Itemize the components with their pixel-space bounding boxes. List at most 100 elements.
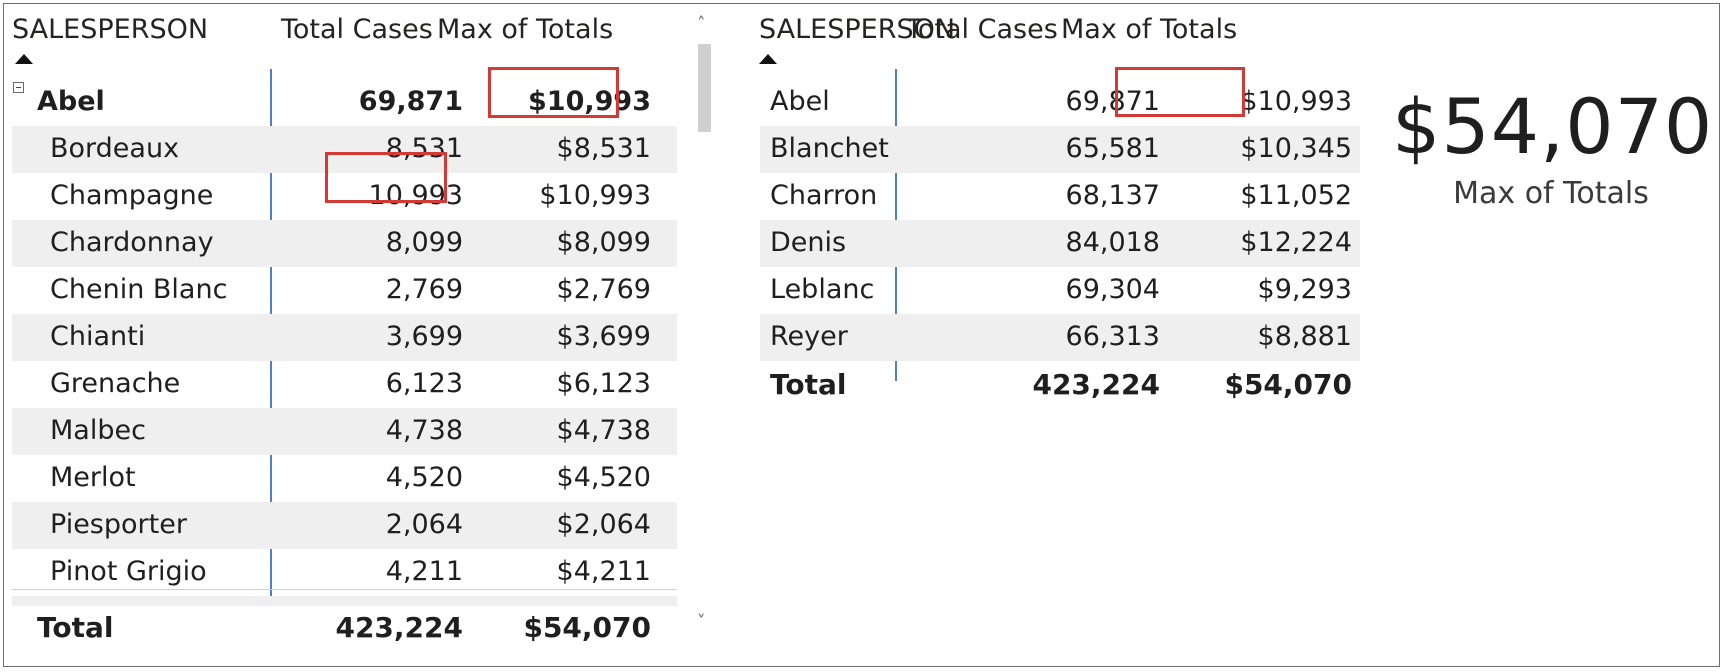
row-max-of-totals: $8,881 [1257, 321, 1352, 352]
card-label: Max of Totals [1453, 176, 1649, 211]
row-total-cases: 3,699 [385, 321, 463, 352]
row-label: Charron [770, 180, 878, 211]
total-label: Total [37, 611, 114, 644]
matrix-row[interactable]: Merlot 4,520 $4,520 [12, 455, 677, 502]
row-max-of-totals: $11,052 [1240, 180, 1352, 211]
total-cases-value: 423,224 [335, 611, 463, 644]
row-label: Abel [770, 86, 830, 117]
highlight-box [325, 152, 447, 203]
sort-ascending-icon[interactable] [15, 54, 33, 64]
row-label: Chardonnay [50, 227, 214, 258]
row-label: Malbec [50, 415, 146, 446]
row-label: Reyer [770, 321, 848, 352]
row-max-of-totals: $8,531 [556, 133, 651, 164]
row-total-cases: 65,581 [1065, 133, 1160, 164]
scroll-thumb[interactable] [698, 44, 711, 132]
highlight-box [1115, 67, 1245, 117]
row-total-cases: 69,871 [1065, 86, 1160, 117]
table-row[interactable]: Denis 84,018 $12,224 [760, 220, 1360, 267]
row-label: Chenin Blanc [50, 274, 228, 305]
total-cases-value: 423,224 [1032, 368, 1160, 401]
row-label: Denis [770, 227, 847, 258]
total-separator [12, 589, 677, 590]
row-max-of-totals: $6,123 [556, 368, 651, 399]
row-total-cases: 69,871 [358, 86, 463, 117]
row-max-of-totals: $3,699 [556, 321, 651, 352]
row-total-cases: 8,099 [385, 227, 463, 258]
highlight-box [488, 67, 619, 118]
row-total-cases: 68,137 [1065, 180, 1160, 211]
row-label: Chianti [50, 321, 146, 352]
row-total-cases: 4,738 [385, 415, 463, 446]
row-max-of-totals: $4,520 [556, 462, 651, 493]
row-total-cases: 84,018 [1065, 227, 1160, 258]
row-label: Pinot Grigio [50, 556, 207, 587]
row-max-of-totals: $4,211 [556, 556, 651, 587]
header-salesperson[interactable]: SALESPERSON [759, 14, 956, 45]
row-total-cases: 66,313 [1065, 321, 1160, 352]
matrix-row[interactable]: Pinot Grigio 4,211 $4,211 [12, 549, 677, 596]
scroll-up-icon[interactable]: ˄ [697, 14, 706, 34]
row-max-of-totals: $12,224 [1240, 227, 1352, 258]
table-row[interactable]: Blanchet 65,581 $10,345 [760, 126, 1360, 173]
matrix-rows: Abel 69,871 $10,993 Bordeaux 8,531 $8,53… [12, 79, 677, 606]
row-label: Bordeaux [50, 133, 180, 164]
row-label: Blanchet [770, 133, 889, 164]
row-label: Grenache [50, 368, 181, 399]
card-value: $54,070 [1392, 82, 1714, 171]
row-total-cases: 8,531 [385, 133, 463, 164]
total-max-value: $54,070 [1224, 368, 1352, 401]
row-max-of-totals: $2,769 [556, 274, 651, 305]
header-max-of-totals[interactable]: Max of Totals [437, 14, 614, 45]
row-max-of-totals: $10,345 [1240, 133, 1352, 164]
row-total-cases: 4,211 [385, 556, 463, 587]
row-max-of-totals: $8,099 [556, 227, 651, 258]
matrix-row-partial [12, 596, 677, 606]
sort-ascending-icon[interactable] [759, 54, 777, 64]
row-total-cases: 2,064 [385, 509, 463, 540]
matrix-row[interactable]: Chenin Blanc 2,769 $2,769 [12, 267, 677, 314]
row-label: Champagne [50, 180, 214, 211]
matrix-row[interactable]: Champagne 10,993 $10,993 [12, 173, 677, 220]
row-label: Leblanc [770, 274, 875, 305]
table-row[interactable]: Abel 69,871 $10,993 [760, 79, 1360, 126]
total-label: Total [770, 368, 847, 401]
collapse-icon[interactable] [13, 82, 24, 93]
row-total-cases: 69,304 [1065, 274, 1160, 305]
matrix-row[interactable]: Piesporter 2,064 $2,064 [12, 502, 677, 549]
row-label: Abel [37, 86, 105, 117]
table-visual[interactable]: SALESPERSON Total Cases Max of Totals Ab… [759, 14, 1360, 414]
row-total-cases: 2,769 [385, 274, 463, 305]
row-max-of-totals: $2,064 [556, 509, 651, 540]
row-max-of-totals: $10,993 [1240, 86, 1352, 117]
row-total-cases: 10,993 [368, 180, 463, 211]
matrix-row-abel[interactable]: Abel 69,871 $10,993 [12, 79, 677, 126]
row-label: Merlot [50, 462, 136, 493]
row-max-of-totals: $4,738 [556, 415, 651, 446]
matrix-row[interactable]: Chardonnay 8,099 $8,099 [12, 220, 677, 267]
row-label: Piesporter [50, 509, 187, 540]
matrix-row[interactable]: Grenache 6,123 $6,123 [12, 361, 677, 408]
table-row[interactable]: Leblanc 69,304 $9,293 [760, 267, 1360, 314]
row-max-of-totals: $10,993 [528, 86, 651, 117]
row-total-cases: 6,123 [385, 368, 463, 399]
row-total-cases: 4,520 [385, 462, 463, 493]
total-max-value: $54,070 [523, 611, 651, 644]
row-max-of-totals: $10,993 [539, 180, 651, 211]
table-rows: Abel 69,871 $10,993 Blanchet 65,581 $10,… [760, 79, 1360, 408]
vertical-scrollbar[interactable]: ˄ ˅ [695, 14, 717, 636]
table-row[interactable]: Reyer 66,313 $8,881 [760, 314, 1360, 361]
table-total-row: Total 423,224 $54,070 [760, 361, 1360, 408]
matrix-total-row: Total 423,224 $54,070 [12, 604, 677, 651]
table-row[interactable]: Charron 68,137 $11,052 [760, 173, 1360, 220]
matrix-row[interactable]: Malbec 4,738 $4,738 [12, 408, 677, 455]
header-max-of-totals[interactable]: Max of Totals [1061, 14, 1238, 45]
row-max-of-totals: $9,293 [1257, 274, 1352, 305]
header-total-cases[interactable]: Total Cases [906, 14, 1058, 45]
header-total-cases[interactable]: Total Cases [281, 14, 433, 45]
matrix-visual[interactable]: SALESPERSON Total Cases Max of Totals Ab… [12, 14, 712, 664]
scroll-down-icon[interactable]: ˅ [697, 612, 706, 632]
matrix-row[interactable]: Bordeaux 8,531 $8,531 [12, 126, 677, 173]
matrix-row[interactable]: Chianti 3,699 $3,699 [12, 314, 677, 361]
header-salesperson[interactable]: SALESPERSON [12, 14, 209, 45]
